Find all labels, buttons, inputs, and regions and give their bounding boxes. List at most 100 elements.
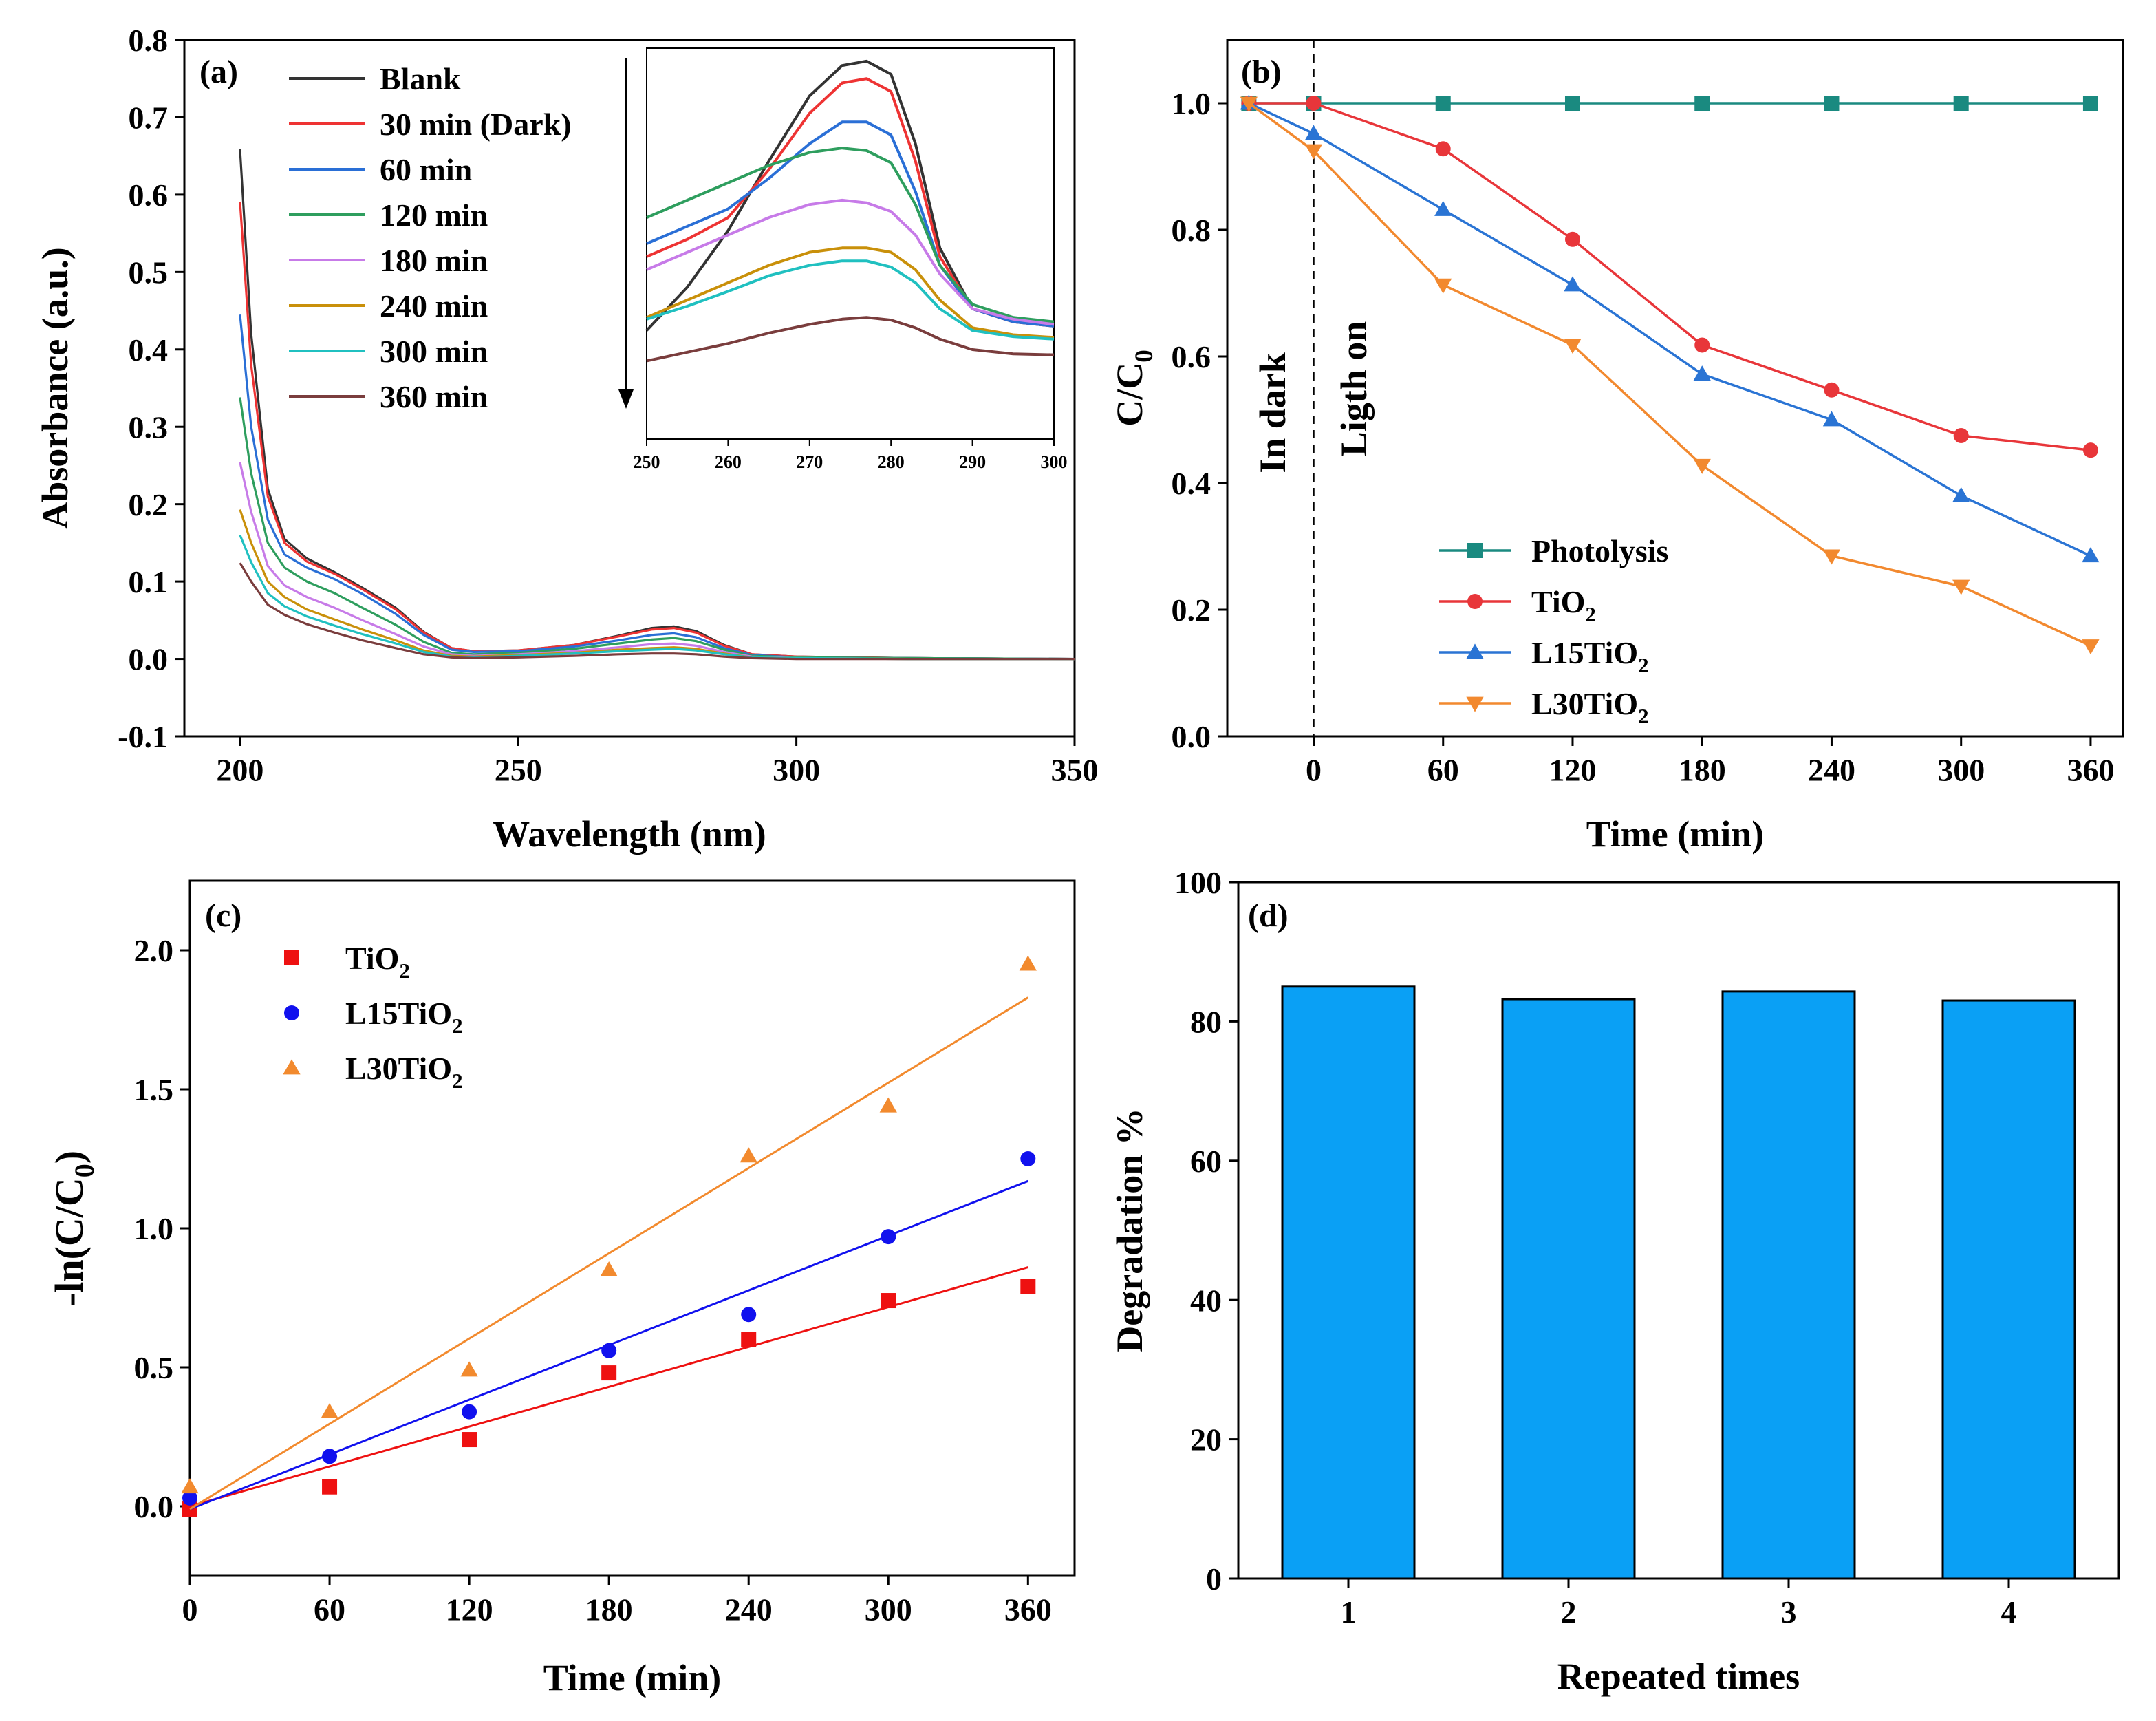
legend-marker [1466,643,1484,659]
legend-label: 300 min [380,334,488,369]
bar [1281,985,1416,1580]
y-tick-label-c: 0.0 [134,1489,174,1524]
data-point [1304,144,1323,160]
y-tick-label-c: 1.5 [134,1072,174,1107]
y-tick-label-b: 0.6 [1172,339,1211,374]
panel-label-a: (a) [200,54,238,90]
y-tick-label-d: 100 [1174,865,1222,900]
x-tick-label-b: 300 [1937,753,1985,788]
y-axis-title-b: C/C0 [1109,350,1158,427]
panel-c: 0 60 120 180 240 300 360 0.0 0.5 1.0 1.5 2.0 Time (m… [47,879,1076,1698]
data-point [1952,487,1970,502]
plot-frame-d [1237,881,2120,1580]
x-axis-title-a: Wavelength (nm) [493,813,766,855]
bar [1721,990,1856,1580]
series-line [1249,102,2091,451]
data-point [1693,458,1711,474]
y-tick-label-d: 80 [1190,1005,1222,1040]
data-point [881,1293,896,1309]
y-tick-label-d: 0 [1206,1561,1222,1596]
data-point [740,1147,757,1163]
inset-x-tick-label: 270 [796,452,823,472]
series-line [1248,102,2091,557]
inset-series-line [646,198,1055,326]
legend-marker [1467,594,1483,609]
y-tick-label-d: 40 [1190,1283,1222,1318]
y-tick-label-a: 0.6 [129,178,169,213]
data-point [322,1449,338,1464]
y-tick-label-a: 0.2 [129,487,169,522]
y-tick-label-a: 0.4 [129,332,169,367]
x-tick-label-b: 180 [1679,753,1726,788]
y-tick-label-d: 60 [1190,1144,1222,1179]
x-tick-label-b: 240 [1808,753,1855,788]
data-point [1435,141,1451,157]
bar [1501,998,1636,1580]
y-tick-label-a: 0.1 [129,564,169,599]
fit-line [189,996,1029,1510]
y-tick-label-a: 0.7 [129,100,169,136]
bar [1941,999,2076,1580]
y-axis-title-c: -ln(C/C0) [47,1151,100,1306]
inset-series-line [646,147,1055,323]
legend-label: TiO2 [345,941,410,983]
x-tick-label-c: 300 [865,1592,912,1627]
x-tick-label-d: 2 [1561,1594,1577,1629]
data-point [741,1307,757,1323]
legend-label: 60 min [380,152,472,187]
data-point [2082,96,2098,111]
data-point [1020,1279,1036,1294]
data-point [601,1343,617,1358]
y-tick-label-b: 1.0 [1172,86,1211,121]
inset-series-line [646,259,1055,341]
data-point [1693,365,1711,381]
data-point [322,1479,338,1495]
data-point [181,1478,199,1494]
x-tick-label-a: 300 [773,753,820,788]
data-point [2082,639,2100,655]
legend-label: L15TiO2 [345,996,463,1038]
data-point [600,1261,618,1276]
panel-a: 200 250 300 350 -0.1 0.0 0.1 0.2 0.3 0.4 0.5 0.6 0.7… [34,23,1099,855]
x-tick-label-c: 240 [725,1592,773,1627]
data-point [321,1402,338,1418]
data-point [879,1097,897,1113]
data-point [1304,125,1323,140]
x-tick-label-a: 200 [216,753,263,788]
inset-x-tick-label: 260 [715,452,742,472]
data-point [2082,442,2098,458]
data-point [1434,200,1452,216]
data-point [1822,411,1841,427]
y-tick-label-b: 0.0 [1172,719,1211,754]
series-line [239,509,1075,661]
legend-marker [284,950,299,965]
data-point [1435,96,1451,111]
legend-label: Photolysis [1531,533,1668,568]
inset-series-line [646,316,1055,363]
x-tick-label-b: 60 [1427,753,1459,788]
x-axis-title-d: Repeated times [1557,1656,1800,1697]
annotation-in-dark: In dark [1252,352,1293,473]
x-tick-label-d: 1 [1341,1594,1357,1629]
data-point [741,1332,757,1347]
data-point [601,1365,617,1381]
inset-arrow-head [618,389,634,409]
y-tick-label-a: 0.3 [129,409,169,445]
legend-marker [283,1059,301,1075]
data-point [1434,278,1452,294]
data-point [881,1229,896,1245]
x-tick-label-a: 350 [1051,753,1099,788]
legend-label: 360 min [380,379,488,414]
data-point [1020,1151,1036,1166]
legend-label: 180 min [380,243,488,278]
series-line [239,314,1075,661]
y-tick-label-b: 0.4 [1172,466,1211,501]
x-tick-label-b: 120 [1549,753,1596,788]
x-tick-label-a: 250 [495,753,542,788]
data-point [1240,96,1258,112]
x-tick-label-c: 60 [314,1592,345,1627]
x-tick-label-b: 360 [2067,753,2114,788]
y-tick-label-d: 20 [1190,1422,1222,1457]
plot-frame-a [183,39,1076,738]
